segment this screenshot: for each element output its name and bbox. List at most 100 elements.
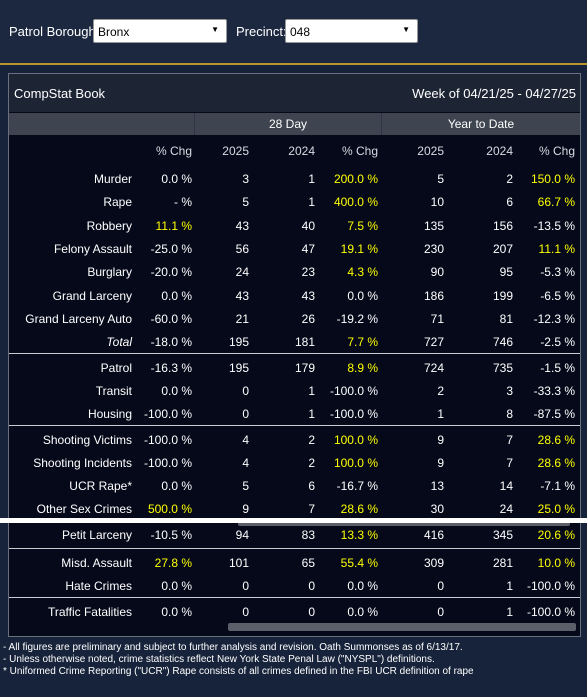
row-label: Hate Crimes <box>65 579 132 593</box>
table-cell: 200.0 % <box>333 172 378 186</box>
table-cell: -13.5 % <box>533 219 575 233</box>
table-cell: 156 <box>492 219 513 233</box>
table-cell: 6 <box>308 479 315 493</box>
chevron-down-icon: ▼ <box>402 25 410 34</box>
table-cell: -100.0 % <box>329 384 378 398</box>
table-cell: -6.5 % <box>540 289 575 303</box>
table-cell: 55.4 % <box>340 556 378 570</box>
table-cell: 345 <box>492 528 513 542</box>
table-cell: 43 <box>301 289 315 303</box>
table-cell: -10.5 % <box>150 528 192 542</box>
table-cell: -20.0 % <box>150 265 192 279</box>
precinct-select[interactable]: 048 ▼ <box>285 19 418 43</box>
chevron-down-icon: ▼ <box>211 25 219 34</box>
row-label: Misd. Assault <box>61 556 132 570</box>
row-divider <box>9 548 580 549</box>
group-header-28-day: 28 Day <box>195 113 381 135</box>
table-cell: 101 <box>228 556 249 570</box>
table-cell: 416 <box>423 528 444 542</box>
column-header: 2025 <box>417 144 444 158</box>
table-cell: 0.0 % <box>347 605 378 619</box>
table-cell: 207 <box>492 242 513 256</box>
table-cell: 400.0 % <box>333 195 378 209</box>
column-header: % Chg <box>538 144 575 158</box>
table-cell: 179 <box>294 361 315 375</box>
row-label: Traffic Fatalities <box>47 605 132 619</box>
table-cell: 1 <box>308 195 315 209</box>
column-divider <box>381 113 382 135</box>
table-cell: 14 <box>499 479 513 493</box>
table-cell: 181 <box>294 335 315 349</box>
table-cell: 47 <box>301 242 315 256</box>
panel-header: CompStat Book Week of 04/21/25 - 04/27/2… <box>9 74 580 112</box>
table-cell: 23 <box>301 265 315 279</box>
table-cell: 0 <box>308 605 315 619</box>
table-cell: 5 <box>437 172 444 186</box>
row-label: Felony Assault <box>53 242 132 256</box>
table-cell: 0.0 % <box>347 289 378 303</box>
table-cell: -100.0 % <box>143 456 192 470</box>
footnote: * Uniformed Crime Reporting ("UCR") Rape… <box>3 666 474 677</box>
table-cell: 1 <box>506 605 513 619</box>
table-cell: 21 <box>235 312 249 326</box>
table-cell: -1.5 % <box>540 361 575 375</box>
table-cell: 4 <box>242 433 249 447</box>
table-cell: 2 <box>308 456 315 470</box>
table-cell: 3 <box>242 172 249 186</box>
table-cell: 8 <box>506 407 513 421</box>
table-cell: 7 <box>506 456 513 470</box>
borough-select[interactable]: Bronx ▼ <box>93 19 227 43</box>
row-label: Shooting Incidents <box>33 456 132 470</box>
table-cell: 40 <box>301 219 315 233</box>
table-cell: 19.1 % <box>340 242 378 256</box>
table-cell: 500.0 % <box>147 502 192 516</box>
group-header-ytd: Year to Date <box>382 113 580 135</box>
table-cell: 9 <box>437 456 444 470</box>
table-cell: 0.0 % <box>347 579 378 593</box>
table-cell: 150.0 % <box>530 172 575 186</box>
table-cell: 7.5 % <box>347 219 378 233</box>
table-cell: 1 <box>308 384 315 398</box>
table-cell: 27.8 % <box>154 556 192 570</box>
table-cell: - % <box>174 195 192 209</box>
table-cell: 20.6 % <box>537 528 575 542</box>
table-cell: 26 <box>301 312 315 326</box>
table-cell: 195 <box>228 361 249 375</box>
row-label: UCR Rape* <box>69 479 132 493</box>
precinct-label: Precinct: <box>236 24 287 39</box>
table-cell: 5 <box>242 195 249 209</box>
table-cell: -5.3 % <box>540 265 575 279</box>
table-cell: 66.7 % <box>537 195 575 209</box>
table-cell: 24 <box>499 502 513 516</box>
horizontal-scrollbar[interactable] <box>228 623 576 631</box>
table-cell: 100.0 % <box>333 456 378 470</box>
table-cell: 8.9 % <box>347 361 378 375</box>
footnote: - All figures are preliminary and subjec… <box>3 642 463 653</box>
row-label: Transit <box>95 384 132 398</box>
table-cell: 43 <box>235 289 249 303</box>
row-label: Other Sex Crimes <box>36 502 132 516</box>
table-cell: 71 <box>430 312 444 326</box>
column-header: 2024 <box>288 144 315 158</box>
row-label: Rape <box>103 195 132 209</box>
row-label: Patrol <box>100 361 132 375</box>
table-cell: 11.1 % <box>538 242 575 256</box>
table-cell: 100.0 % <box>333 433 378 447</box>
filter-bar: Patrol Borough: Bronx ▼ Precinct: 048 ▼ <box>0 0 587 64</box>
table-cell: -100.0 % <box>143 433 192 447</box>
table-cell: 11.1 % <box>155 219 192 233</box>
accent-divider <box>0 63 587 65</box>
table-cell: 28.6 % <box>340 502 378 516</box>
table-cell: 1 <box>308 407 315 421</box>
table-cell: 735 <box>492 361 513 375</box>
table-cell: -100.0 % <box>526 579 575 593</box>
table-cell: 309 <box>423 556 444 570</box>
table-cell: 727 <box>423 335 444 349</box>
table-cell: 135 <box>423 219 444 233</box>
row-divider <box>9 353 580 354</box>
row-label: Murder <box>93 172 132 186</box>
table-cell: 90 <box>430 265 444 279</box>
table-cell: 10.0 % <box>537 556 575 570</box>
table-cell: 0.0 % <box>161 579 192 593</box>
column-header: % Chg <box>341 144 378 158</box>
